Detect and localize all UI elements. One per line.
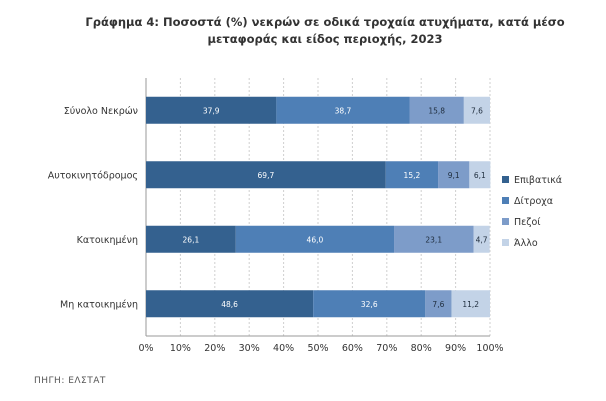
bar-segment [276, 96, 410, 124]
bar-segment [385, 161, 439, 189]
bar-segment [313, 290, 426, 318]
data-label: 23,1 [425, 235, 442, 244]
x-tick-label: 70% [376, 343, 397, 354]
bar-segment [409, 96, 464, 124]
x-tick-label: 90% [445, 343, 466, 354]
data-label: 26,1 [183, 235, 200, 244]
data-label: 4,7 [476, 235, 488, 244]
data-label: 7,6 [432, 300, 444, 309]
bar-segment [469, 161, 491, 189]
chart-title: Γράφημα 4: Ποσοστά (%) νεκρών σε οδικά τ… [85, 15, 565, 46]
legend-entry: Πεζοί [514, 217, 541, 228]
bar-segment [146, 96, 277, 124]
bar-segment [425, 290, 452, 318]
data-label: 38,7 [335, 106, 352, 115]
legend-entry: Δίτροχα [514, 196, 553, 207]
source-note: ΠΗΓΗ: ΕΛΣΤΑΤ [34, 376, 106, 386]
x-tick-label: 100% [476, 343, 503, 354]
x-tick-label: 10% [170, 343, 191, 354]
data-label: 32,6 [361, 300, 378, 309]
data-label: 69,7 [258, 171, 275, 180]
x-tick-label: 50% [307, 343, 328, 354]
data-label: 6,1 [474, 171, 486, 180]
bar-segment [146, 290, 314, 318]
data-label: 15,8 [428, 106, 445, 115]
bar-segment [463, 96, 490, 124]
bar-segment [473, 225, 490, 253]
legend-swatch [502, 218, 509, 225]
bar-segment [235, 225, 395, 253]
category-labels: Σύνολο Νεκρών Αυτοκινητόδρομος Κατοικημένη… [48, 106, 138, 311]
data-label: 37,9 [203, 106, 220, 115]
x-tick-label: 80% [411, 343, 432, 354]
category-label: Μη κατοικημένη [60, 299, 138, 310]
legend-swatch [502, 197, 509, 204]
category-label: Αυτοκινητόδρομος [48, 170, 138, 181]
category-label: Κατοικημένη [77, 235, 138, 246]
data-label: 46,0 [307, 235, 324, 244]
legend-entry: Επιβατικά [514, 175, 562, 186]
legend-swatch [502, 239, 509, 246]
bar-segment [451, 290, 490, 318]
legend: Επιβατικά Δίτροχα Πεζοί Άλλο [502, 175, 562, 249]
x-tick-label: 0% [138, 343, 153, 354]
bar-segment [146, 225, 236, 253]
bars: 37,9 38,7 15,8 7,6 69,7 15,2 9,1 6,1 26,1 46,0 23,… [146, 96, 491, 318]
bar-segment [438, 161, 470, 189]
bar-segment [394, 225, 474, 253]
data-label: 11,2 [462, 300, 479, 309]
x-tick-labels: 0% 10% 20% 30% 40% 50% 60% 70% 80% 90% 100% [138, 343, 503, 354]
x-tick-label: 60% [342, 343, 363, 354]
x-tick-label: 40% [273, 343, 294, 354]
gridlines [145, 78, 491, 337]
data-label: 48,6 [221, 300, 238, 309]
category-label: Σύνολο Νεκρών [64, 106, 138, 117]
x-tick-label: 30% [239, 343, 260, 354]
legend-entry: Άλλο [514, 238, 538, 249]
data-label: 7,6 [471, 106, 483, 115]
legend-swatch [502, 176, 509, 183]
data-label: 9,1 [448, 171, 460, 180]
x-tick-label: 20% [204, 343, 225, 354]
data-label: 15,2 [404, 171, 421, 180]
bar-segment [146, 161, 386, 189]
